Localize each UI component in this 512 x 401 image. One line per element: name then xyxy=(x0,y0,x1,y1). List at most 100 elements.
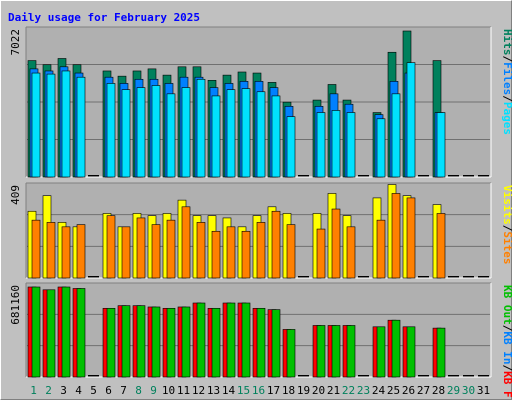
x-tick-label: 2 xyxy=(45,384,52,397)
legend-visits-sites: Visits/Sites xyxy=(501,185,512,265)
legend-item: Pages xyxy=(501,102,512,135)
bar-pages xyxy=(226,89,236,178)
bar-kb-out xyxy=(406,326,416,378)
x-tick-label: 10 xyxy=(162,384,175,397)
x-tick-label: 4 xyxy=(75,384,82,397)
bar-sites xyxy=(226,226,236,279)
bar-empty-kb-out xyxy=(88,375,99,377)
x-tick-label: 9 xyxy=(150,384,157,397)
bar-sites xyxy=(121,226,131,279)
bar-pages xyxy=(271,95,281,178)
bar-pages xyxy=(61,70,71,178)
x-tick-label: 24 xyxy=(372,384,386,397)
bar-sites xyxy=(331,208,341,279)
x-tick-label: 7 xyxy=(120,384,127,397)
bar-kb-out xyxy=(316,325,326,378)
bar-sites xyxy=(76,224,86,279)
bar-sites xyxy=(316,228,326,279)
bar-pages xyxy=(211,95,221,178)
bar-pages xyxy=(196,78,206,178)
bar-empty-pages xyxy=(478,175,489,177)
x-tick-label: 19 xyxy=(297,384,310,397)
x-tick-label: 15 xyxy=(237,384,250,397)
legend-item: / xyxy=(501,95,512,102)
bar-pages xyxy=(391,93,401,178)
bar-kb-out xyxy=(136,305,146,378)
bar-kb-out xyxy=(76,288,86,378)
x-tick-label: 12 xyxy=(192,384,205,397)
bar-sites xyxy=(346,226,356,279)
bar-empty-kb-out xyxy=(478,375,489,377)
legend-item: / xyxy=(501,365,512,372)
bar-empty-sites xyxy=(418,276,429,278)
y-max-label: 7022 xyxy=(9,29,22,56)
legend-item: Files xyxy=(501,62,512,95)
bar-sites xyxy=(241,230,251,279)
bar-empty-sites xyxy=(298,276,309,278)
bar-kb-out xyxy=(31,286,41,378)
bar-sites xyxy=(31,219,41,279)
bar-sites xyxy=(46,222,56,279)
bar-kb-out xyxy=(376,326,386,378)
bar-pages xyxy=(181,87,191,178)
bar-empty-kb-out xyxy=(298,375,309,377)
legend-item: / xyxy=(501,56,512,63)
legend-item: KB Out xyxy=(501,285,512,325)
legend-item: Hits xyxy=(501,29,512,56)
bar-pages xyxy=(331,110,341,178)
bar-sites xyxy=(286,224,296,279)
bar-pages xyxy=(46,73,56,178)
bar-kb-out xyxy=(196,302,206,378)
bar-kb-out xyxy=(61,286,71,378)
bar-empty-kb-out xyxy=(358,375,369,377)
bar-sites xyxy=(376,219,386,279)
x-tick-label: 11 xyxy=(177,384,190,397)
bar-kb-out xyxy=(286,329,296,378)
y-max-label: 409 xyxy=(9,185,22,205)
x-tick-label: 6 xyxy=(105,384,112,397)
bar-sites xyxy=(106,215,116,279)
bar-sites xyxy=(196,222,206,279)
bar-pages xyxy=(346,112,356,178)
bar-empty-pages xyxy=(358,175,369,177)
bar-kb-out xyxy=(346,325,356,378)
bar-sites xyxy=(391,193,401,279)
bar-sites xyxy=(61,226,71,279)
bar-empty-sites xyxy=(358,276,369,278)
x-tick-label: 8 xyxy=(135,384,142,397)
x-tick-label: 25 xyxy=(387,384,400,397)
bar-sites xyxy=(136,217,146,279)
bar-kb-out xyxy=(241,302,251,378)
x-tick-label: 13 xyxy=(207,384,220,397)
bar-empty-pages xyxy=(448,175,459,177)
x-tick-label: 16 xyxy=(252,384,265,397)
bar-pages xyxy=(241,88,251,178)
bar-kb-out xyxy=(271,309,281,378)
bar-empty-pages xyxy=(463,175,474,177)
bar-pages xyxy=(106,83,116,178)
x-tick-label: 30 xyxy=(462,384,475,397)
bar-pages xyxy=(151,85,161,178)
legend-item: / xyxy=(501,225,512,232)
x-tick-label: 27 xyxy=(417,384,430,397)
x-tick-label: 26 xyxy=(402,384,415,397)
x-tick-label: 17 xyxy=(267,384,280,397)
x-tick-label: 22 xyxy=(342,384,355,397)
chart-title: Daily usage for February 2025 xyxy=(8,11,200,24)
bar-empty-pages xyxy=(418,175,429,177)
bar-pages xyxy=(406,62,416,178)
bar-empty-kb-out xyxy=(418,375,429,377)
bar-kb-out xyxy=(331,325,341,378)
bar-pages xyxy=(256,91,266,178)
bar-kb-out xyxy=(181,306,191,378)
bar-kb-out xyxy=(226,302,236,378)
bar-sites xyxy=(406,197,416,279)
legend-kb-f-in-out: KB Out/KB In/KB F xyxy=(501,285,512,398)
x-tick-label: 3 xyxy=(60,384,67,397)
bar-sites xyxy=(151,224,161,279)
bar-pages xyxy=(136,87,146,178)
x-tick-label: 1 xyxy=(30,384,37,397)
x-tick-label: 5 xyxy=(90,384,97,397)
